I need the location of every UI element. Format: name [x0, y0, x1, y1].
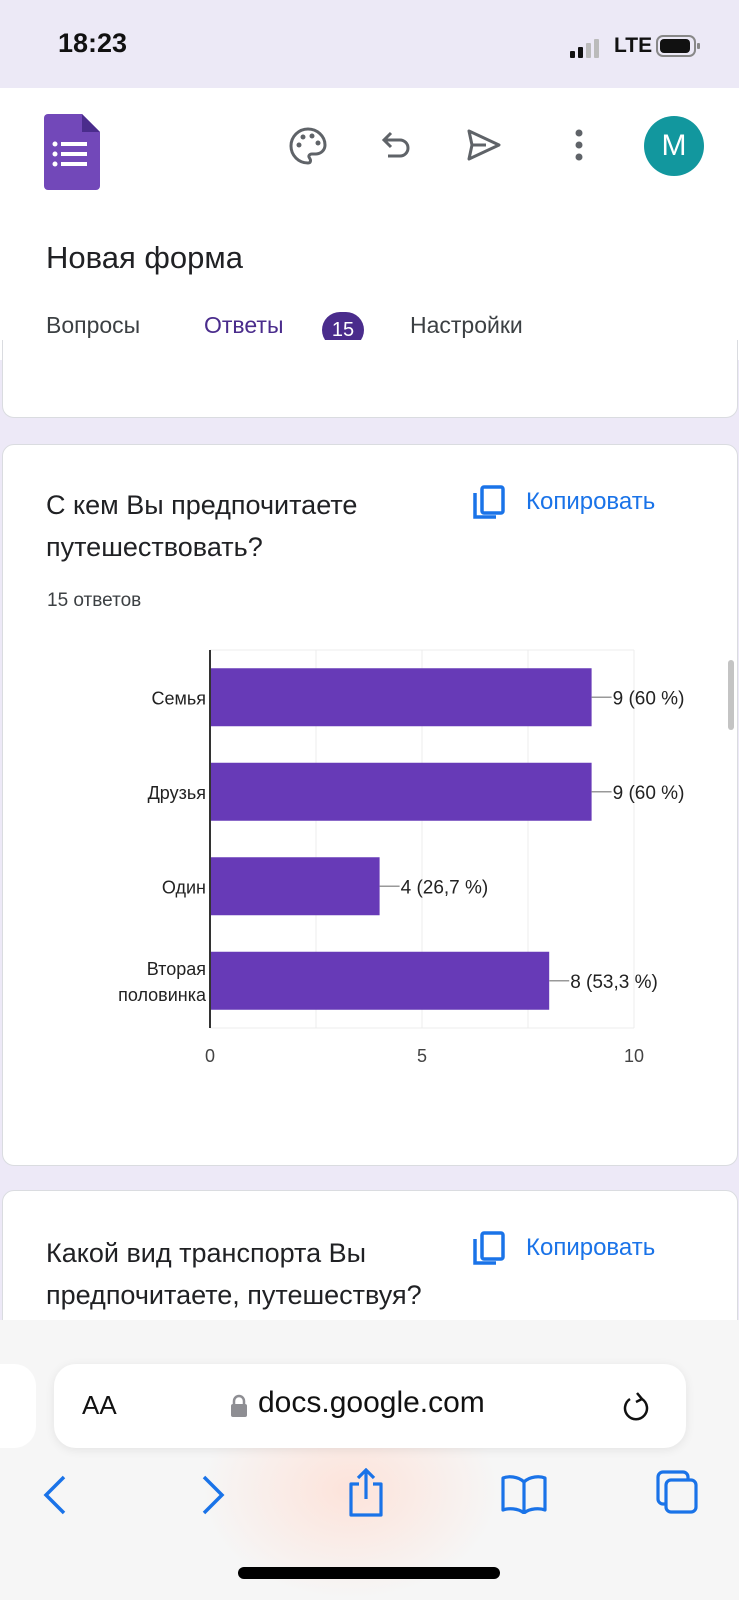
data-label: 8 (53,3 %)	[570, 972, 658, 993]
more-vert-icon[interactable]	[574, 128, 584, 162]
copy-button[interactable]: Копировать	[472, 1230, 655, 1266]
x-tick-label: 10	[624, 1046, 644, 1066]
question-title: Какой вид транспорта Вы предпочитаете, п…	[46, 1238, 422, 1310]
battery-icon	[656, 35, 700, 57]
address-bar[interactable]: AA docs.google.com	[54, 1364, 686, 1448]
text-size-button[interactable]: AA	[82, 1390, 117, 1420]
copy-label: Копировать	[526, 488, 656, 515]
share-icon[interactable]	[348, 1468, 384, 1518]
forward-icon[interactable]	[200, 1474, 226, 1516]
bar-3	[210, 951, 550, 1010]
tab-settings[interactable]: Настройки	[410, 312, 523, 338]
data-label: 4 (26,7 %)	[401, 877, 489, 898]
send-icon[interactable]	[466, 128, 502, 162]
status-bar: 18:23 LTE	[0, 0, 739, 88]
category-label: Вторая	[147, 959, 206, 979]
bar-chart: 9 (60 %) Семья 9 (60 %) Друзья 4 (26,7 %) Оди…	[118, 649, 685, 1066]
bar-1	[210, 762, 592, 821]
undo-icon[interactable]	[378, 128, 412, 162]
x-tick-label: 5	[417, 1046, 427, 1066]
copy-label: Копировать	[526, 1234, 656, 1261]
status-time: 18:23	[58, 28, 128, 58]
category-label: Семья	[151, 688, 206, 708]
reload-icon[interactable]	[620, 1390, 652, 1424]
previous-tab-preview[interactable]	[0, 1364, 36, 1448]
previous-card	[2, 340, 738, 418]
category-label: Друзья	[148, 783, 206, 803]
browser-toolbar	[0, 1320, 739, 1600]
response-count: 15 ответов	[47, 590, 142, 611]
category-label: половинка	[118, 985, 207, 1005]
url-text: docs.google.com	[258, 1386, 485, 1419]
avatar[interactable]: M	[644, 116, 704, 176]
form-title: Новая форма	[46, 240, 243, 275]
data-label: 9 (60 %)	[613, 783, 685, 804]
network-label: LTE	[614, 34, 653, 57]
tab-responses[interactable]: Ответы	[204, 312, 284, 338]
bar-2	[210, 857, 380, 916]
palette-icon[interactable]	[288, 126, 328, 166]
tabs-icon[interactable]	[656, 1470, 700, 1516]
copy-icon	[473, 1231, 505, 1265]
back-icon[interactable]	[42, 1474, 68, 1516]
question-title: С кем Вы предпочитаете путешествовать?	[46, 490, 358, 562]
app-header: M	[0, 88, 739, 360]
scrollbar[interactable]	[728, 660, 734, 730]
copy-button[interactable]: Копировать	[472, 484, 655, 520]
bookmarks-icon[interactable]	[500, 1474, 548, 1514]
lock-icon	[231, 1394, 247, 1417]
home-indicator	[238, 1567, 500, 1579]
bar-0	[210, 668, 592, 727]
signal-icon	[570, 39, 599, 58]
category-label: Один	[162, 877, 206, 897]
x-tick-label: 0	[205, 1046, 215, 1066]
copy-icon	[473, 485, 505, 519]
tab-questions[interactable]: Вопросы	[46, 312, 141, 338]
forms-logo-icon	[44, 114, 100, 190]
data-label: 9 (60 %)	[613, 688, 685, 709]
